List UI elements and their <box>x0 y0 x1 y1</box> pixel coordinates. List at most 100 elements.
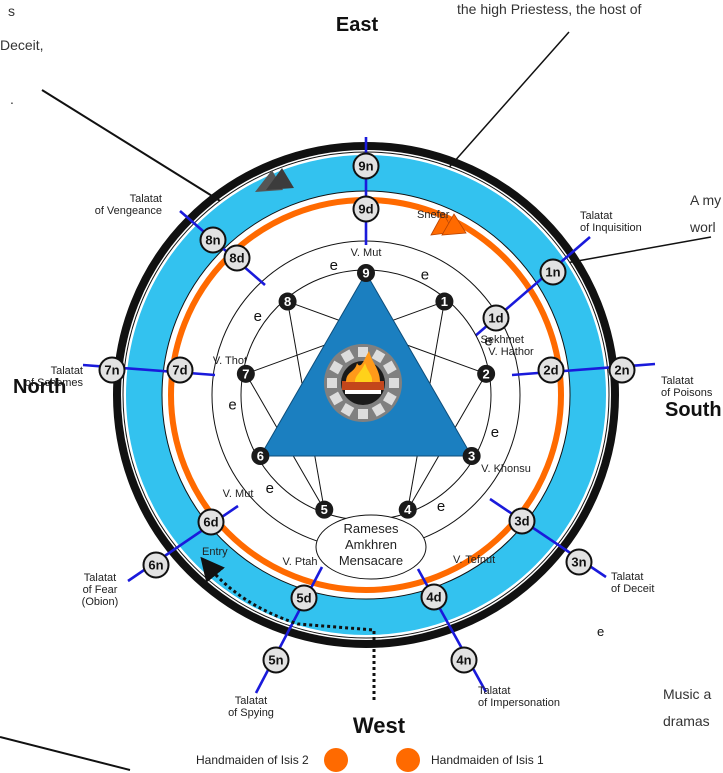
enneagram-point-label: 7 <box>242 366 249 381</box>
outer-node-3n: 3n <box>565 548 593 576</box>
enneagram-e-marker: e <box>491 424 499 441</box>
enneagram-point-label: 8 <box>284 294 291 309</box>
enneagram-e-marker: e <box>484 332 492 349</box>
svg-text:of Spying: of Spying <box>228 707 274 719</box>
enneagram-point-8: 8 <box>278 292 297 311</box>
handmaiden-2-marker <box>324 748 348 772</box>
handmaiden-1-label: Handmaiden of Isis 1 <box>431 753 544 767</box>
svg-text:Talatat: Talatat <box>611 571 643 583</box>
outer-node-2n: 2n <box>608 356 636 384</box>
outer-node-label: 1n <box>545 265 560 280</box>
partial-text-right-2: worl <box>689 219 716 235</box>
outer-node-8n: 8n <box>199 226 227 254</box>
svg-text:of Schemes: of Schemes <box>25 377 84 389</box>
outer-node-6n: 6n <box>142 551 170 579</box>
enneagram-point-9: 9 <box>357 264 375 282</box>
partial-text-top-right: the high Priestess, the host of <box>457 1 642 17</box>
enneagram-point-label: 5 <box>321 502 328 517</box>
inner-node-label: 2d <box>543 363 558 378</box>
inner-node-label: 5d <box>296 591 311 606</box>
orange-triangle-marker-icon <box>430 212 467 236</box>
inner-node-4d: 4d <box>420 583 448 611</box>
entry-path <box>200 556 376 700</box>
inner-node-caption-1d: V. Sekhmet <box>468 334 524 346</box>
enneagram-e-marker: e <box>254 308 262 325</box>
enneagram-point-7: 7 <box>236 364 255 383</box>
outer-node-label: 8n <box>205 233 220 248</box>
svg-text:(Obion): (Obion) <box>82 596 119 608</box>
inner-nodes: 9d V. Mut 1d V. Sekhmet 2d V. Hathor 3d V. Khon… <box>166 195 565 612</box>
svg-text:Talatat: Talatat <box>130 193 162 205</box>
inner-node-caption-6d: V. Mut <box>223 488 254 500</box>
svg-text:of Vengeance: of Vengeance <box>95 205 162 217</box>
pointer-line-bottom-left <box>0 736 131 771</box>
inner-node-caption-2d: V. Hathor <box>488 346 534 358</box>
partial-text-left-2: Deceit, <box>0 37 44 53</box>
svg-text:Talatat: Talatat <box>661 375 693 387</box>
svg-text:of Deceit: of Deceit <box>611 583 654 595</box>
center-label-line1: Rameses <box>344 521 399 536</box>
inner-node-7d: 7d <box>166 356 194 384</box>
enneagram-point-label: 9 <box>362 266 369 281</box>
fire-icon <box>324 344 402 422</box>
enneagram-e-marker: e <box>437 498 445 515</box>
enneagram-e-marker: e <box>228 396 236 413</box>
outer-node-label: 3n <box>571 555 586 570</box>
entry-label: Entry <box>202 546 228 558</box>
svg-text:Talatat: Talatat <box>84 572 116 584</box>
inner-node-label: 4d <box>426 590 441 605</box>
direction-north: North <box>13 376 66 398</box>
grey-triangle-marker-icon <box>255 168 294 192</box>
enneagram-point-6: 6 <box>251 447 270 465</box>
pointer-line-left <box>41 89 226 205</box>
enneagram-point-label: 1 <box>441 294 448 309</box>
inner-node-label: 9d <box>358 202 373 217</box>
svg-text:of Inquisition: of Inquisition <box>580 222 642 234</box>
partial-text-bottom-right-1: Music a <box>663 686 711 702</box>
svg-text:Talatat: Talatat <box>235 695 267 707</box>
outer-node-label: 2n <box>614 363 629 378</box>
outer-node-5n: 5n <box>262 646 290 674</box>
center-ellipse <box>315 514 427 580</box>
outer-node-7n: 7n <box>98 356 126 384</box>
enneagram-point-label: 6 <box>257 449 264 464</box>
pointer-line-right <box>554 236 712 266</box>
outer-node-label: 4n <box>456 653 471 668</box>
enneagram-point-2: 2 <box>477 364 496 383</box>
direction-east: East <box>336 14 379 36</box>
inner-node-5d: 5d <box>290 584 318 612</box>
enneagram-point-label: 3 <box>468 449 475 464</box>
enneagram-point-1: 1 <box>435 292 454 311</box>
outer-node-label: 6n <box>148 558 163 573</box>
inner-node-caption-3d: V. Khonsu <box>481 463 531 475</box>
inner-node-caption-4d: V. Tefnut <box>453 554 495 566</box>
inner-node-2d: 2d <box>537 356 565 384</box>
enneagram-point-4: 4 <box>398 500 417 519</box>
handmaiden-2-label: Handmaiden of Isis 2 <box>196 753 309 767</box>
inner-node-label: 3d <box>514 514 529 529</box>
inner-node-caption-9d: V. Mut <box>351 247 382 259</box>
enneagram-point-5: 5 <box>315 500 334 519</box>
svg-text:Talatat: Talatat <box>51 365 83 377</box>
outer-node-1n: 1n <box>539 258 567 286</box>
enneagram-point-3: 3 <box>462 447 481 465</box>
partial-text-left-3: . <box>10 91 14 107</box>
enneagram-e-marker: e <box>266 480 274 497</box>
inner-node-caption-5d: V. Ptah <box>282 556 317 568</box>
inner-node-label: 6d <box>203 515 218 530</box>
center-label-line2: Amkhren <box>345 537 397 552</box>
enneagram-point-label: 2 <box>483 366 490 381</box>
outer-node-4n: 4n <box>450 646 478 674</box>
inner-node-label: 1d <box>488 311 503 326</box>
svg-text:of Impersonation: of Impersonation <box>478 697 560 709</box>
partial-text-bottom-right-2: dramas <box>663 713 710 729</box>
inner-node-caption-7d: V. Thoth <box>213 355 253 367</box>
